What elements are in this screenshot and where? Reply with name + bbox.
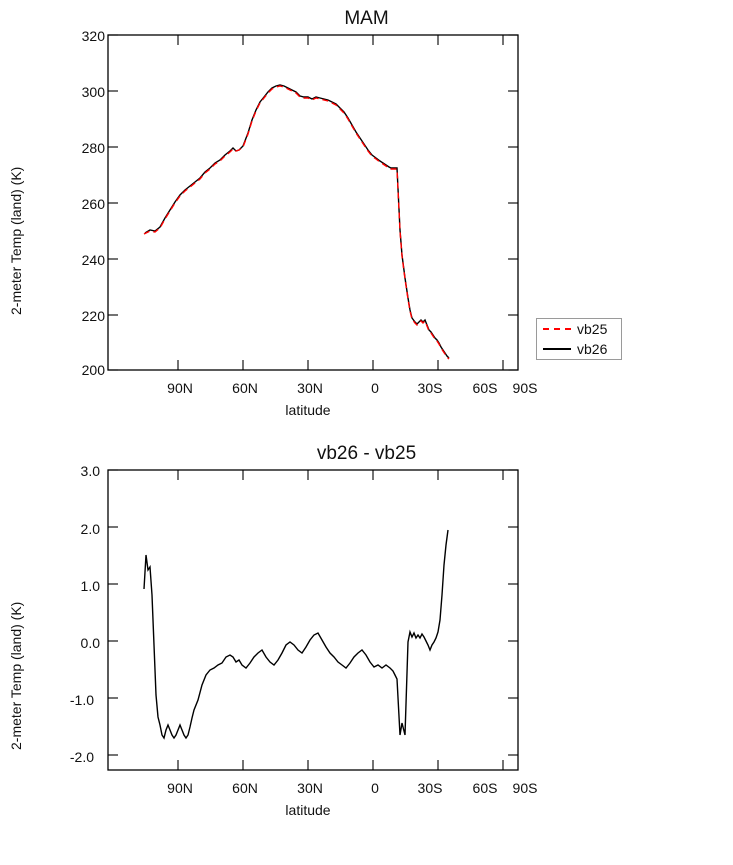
panel-top-xlabel: latitude — [108, 402, 508, 418]
panel-bottom-svg — [0, 435, 733, 805]
legend-line-vb26 — [543, 348, 571, 350]
legend-label-vb25: vb25 — [577, 321, 607, 337]
legend-item-vb26: vb26 — [537, 339, 621, 359]
panel-top-legend: vb25 vb26 — [536, 318, 622, 360]
panel-bottom: vb26 - vb25 2-meter Temp (land) (K) 3.0 … — [0, 435, 733, 855]
legend-label-vb26: vb26 — [577, 341, 607, 357]
legend-item-vb25: vb25 — [537, 319, 621, 339]
figure-container: MAM 2-meter Temp (land) (K) 320 300 280 … — [0, 0, 733, 865]
panel-top-svg — [0, 0, 733, 400]
legend-line-vb25 — [543, 328, 571, 330]
panel-top: MAM 2-meter Temp (land) (K) 320 300 280 … — [0, 0, 733, 420]
